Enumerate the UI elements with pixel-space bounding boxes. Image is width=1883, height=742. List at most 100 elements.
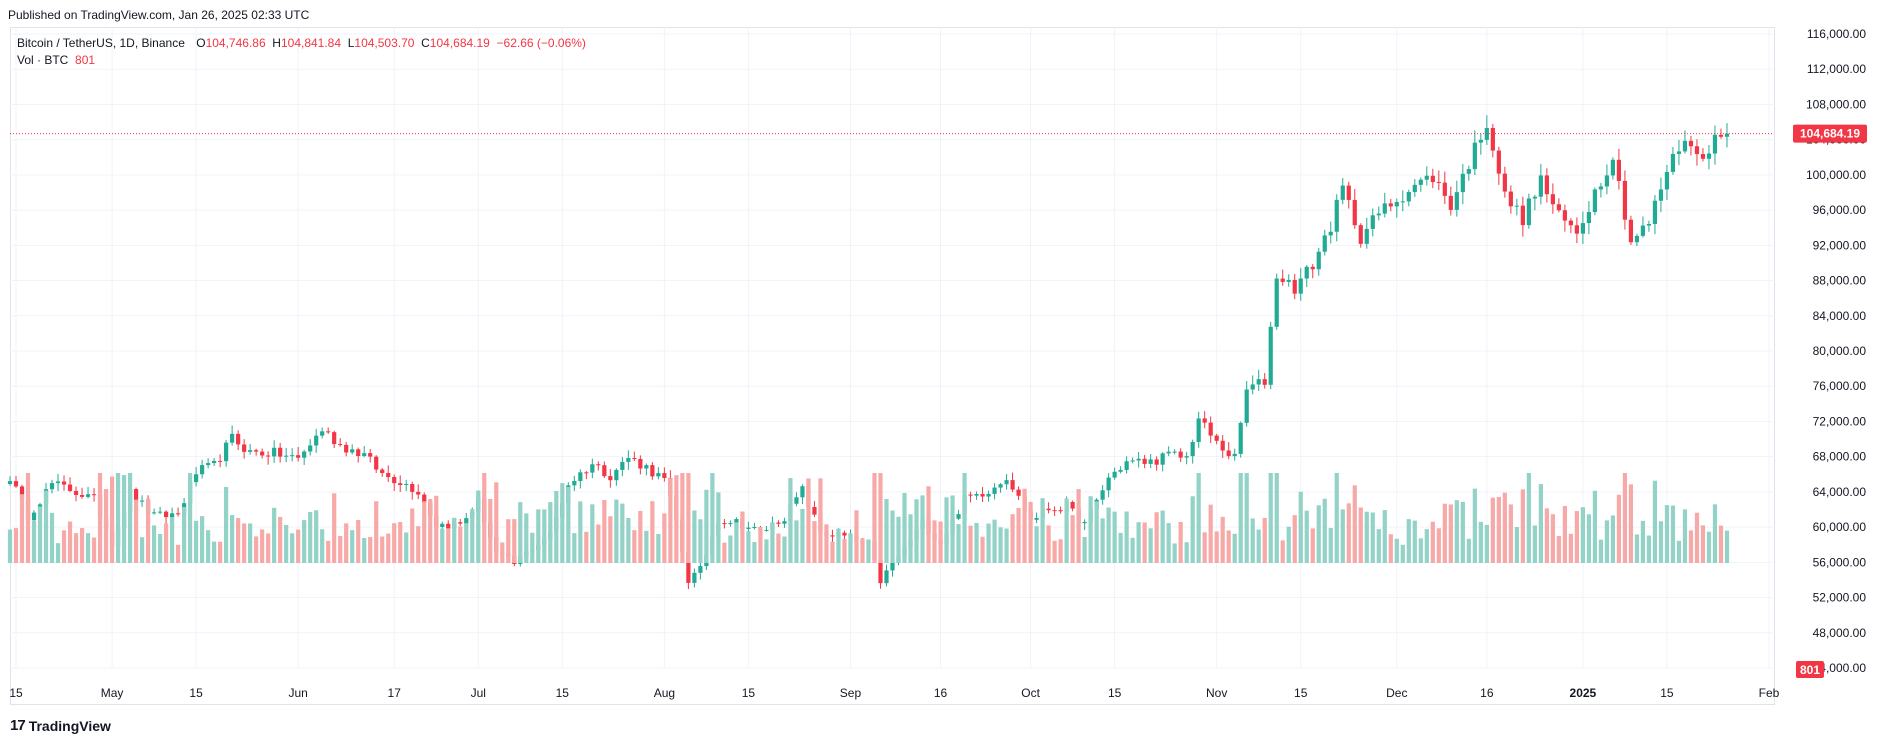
candle bbox=[728, 520, 733, 527]
candle bbox=[194, 467, 199, 487]
time-tick-label: Aug bbox=[654, 686, 675, 700]
volume-bar bbox=[1652, 480, 1658, 563]
chart-pane[interactable] bbox=[10, 27, 1775, 705]
volume-bar bbox=[254, 536, 259, 563]
volume-bar bbox=[980, 536, 985, 563]
volume-bar bbox=[890, 510, 895, 563]
candle bbox=[1172, 449, 1177, 455]
candle bbox=[1238, 421, 1243, 458]
volume-bar bbox=[1130, 537, 1135, 563]
candle bbox=[1334, 194, 1339, 242]
candle bbox=[139, 495, 145, 507]
volume-bar bbox=[194, 520, 199, 563]
volume-bar bbox=[1586, 514, 1591, 563]
volume-bar bbox=[464, 523, 469, 563]
candle bbox=[1562, 204, 1567, 232]
candle bbox=[656, 467, 661, 480]
candle bbox=[230, 425, 235, 446]
candle bbox=[73, 486, 79, 502]
candle bbox=[650, 462, 655, 480]
volume-bar bbox=[338, 536, 343, 563]
volume-bar bbox=[836, 528, 841, 563]
time-tick-label: 15 bbox=[9, 686, 23, 700]
candle bbox=[248, 443, 253, 455]
price-tick-label: 116,000.00 bbox=[1807, 27, 1866, 41]
volume-bar bbox=[1496, 496, 1501, 563]
volume-bar bbox=[482, 473, 487, 563]
candle bbox=[746, 521, 751, 532]
volume-bar bbox=[734, 522, 739, 563]
volume-bar bbox=[67, 521, 73, 563]
candle bbox=[1250, 375, 1255, 395]
candle bbox=[212, 458, 217, 467]
candle bbox=[602, 461, 607, 479]
volume-bar bbox=[590, 504, 595, 563]
time-tick-label: Oct bbox=[1021, 686, 1040, 700]
candle bbox=[157, 506, 163, 515]
volume-bar bbox=[824, 524, 829, 563]
volume-bar bbox=[73, 533, 79, 563]
tradingview-brand[interactable]: 17 TradingView bbox=[10, 717, 111, 734]
time-tick-label: 15 bbox=[742, 686, 756, 700]
time-tick-label: Sep bbox=[840, 686, 862, 700]
volume-bar bbox=[500, 542, 505, 563]
volume-bar bbox=[998, 527, 1003, 563]
volume-bar bbox=[506, 519, 511, 563]
price-axis[interactable]: 116,000.00112,000.00108,000.00104,000.00… bbox=[1806, 27, 1866, 675]
volume-bar bbox=[1238, 473, 1243, 563]
candle bbox=[1478, 134, 1483, 155]
volume-bar bbox=[1598, 539, 1604, 563]
volume-bar bbox=[458, 526, 463, 563]
volume-bar bbox=[1442, 503, 1447, 563]
volume-bar bbox=[764, 539, 769, 563]
time-tick-label: 16 bbox=[1480, 686, 1494, 700]
volume-bar bbox=[1472, 488, 1477, 563]
volume-bar bbox=[932, 520, 937, 563]
volume-bar bbox=[698, 519, 703, 563]
candle bbox=[1130, 457, 1135, 464]
volume-bar bbox=[278, 516, 283, 563]
low-value: 104,503.70 bbox=[354, 36, 415, 50]
volume-bar bbox=[320, 529, 325, 563]
volume-bar bbox=[1436, 528, 1441, 563]
candle bbox=[1508, 185, 1513, 214]
volume-bar bbox=[1196, 473, 1201, 563]
volume-bar bbox=[1274, 473, 1279, 563]
time-tick-label: 15 bbox=[1294, 686, 1308, 700]
volume-bar bbox=[1004, 528, 1009, 563]
volume-bar bbox=[230, 515, 235, 563]
time-axis[interactable]: 15 May 15 Jun 17 Jul 15 Aug 15 Sep 16 Oct 15 Nov 15 Dec… bbox=[9, 686, 1779, 700]
volume-bar bbox=[49, 512, 55, 563]
volume-bar bbox=[61, 530, 67, 563]
volume-bar bbox=[200, 516, 205, 563]
volume-bar bbox=[848, 533, 853, 563]
candle bbox=[1472, 130, 1477, 175]
volume-bar bbox=[620, 503, 625, 563]
candle bbox=[13, 475, 19, 488]
candle bbox=[91, 488, 97, 502]
candle bbox=[1694, 139, 1700, 166]
volume-bar bbox=[133, 499, 139, 563]
volume-bar bbox=[1154, 512, 1159, 563]
volume-bar bbox=[908, 514, 913, 563]
candle bbox=[1346, 181, 1351, 209]
volume-bar bbox=[290, 533, 295, 563]
volume-bar bbox=[1406, 519, 1411, 563]
volume-bar bbox=[115, 473, 121, 563]
volume-bar bbox=[1028, 501, 1033, 563]
volume-bar bbox=[350, 530, 355, 563]
candle bbox=[1274, 273, 1279, 330]
volume-bar bbox=[452, 517, 457, 563]
candle bbox=[1298, 268, 1303, 301]
candle bbox=[1466, 165, 1471, 181]
price-tick-label: 76,000.00 bbox=[1813, 379, 1867, 393]
candle bbox=[175, 507, 181, 517]
volume-bar bbox=[1172, 543, 1177, 563]
volume-bar bbox=[1040, 498, 1045, 563]
time-tick-label: Jul bbox=[471, 686, 486, 700]
volume-bar bbox=[1058, 539, 1063, 563]
candle bbox=[1304, 264, 1309, 288]
volume-bar bbox=[1148, 528, 1153, 563]
volume-bar bbox=[944, 497, 949, 563]
